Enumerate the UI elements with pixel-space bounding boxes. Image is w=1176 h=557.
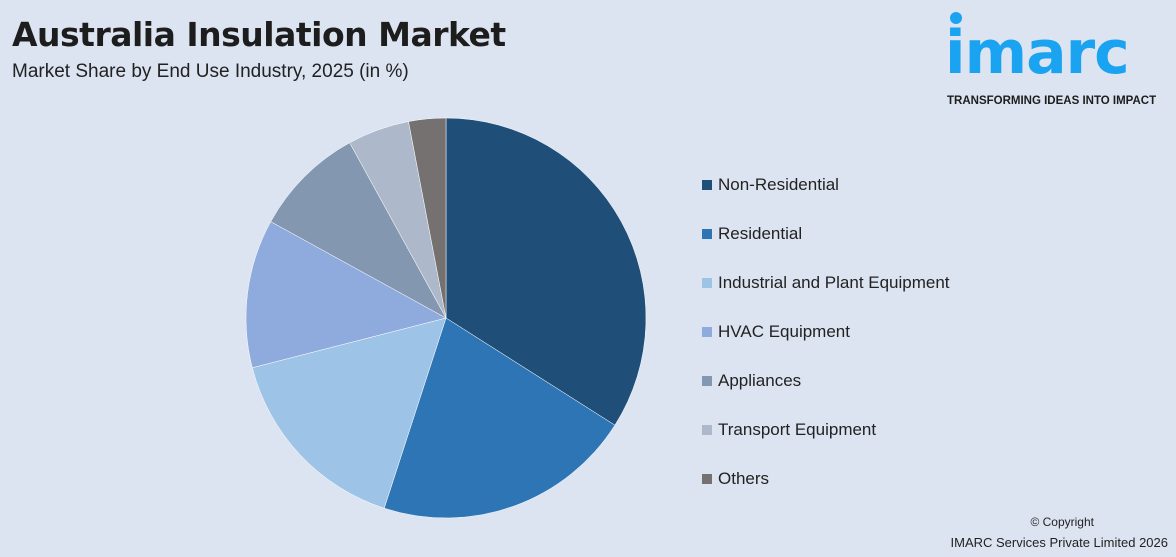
pie-slice-hvac-equipment — [245, 221, 447, 369]
logo-dot — [950, 12, 962, 24]
legend-swatch — [702, 375, 712, 386]
pie-slice-appliances — [270, 142, 447, 319]
copyright: © Copyright — [1030, 515, 1094, 529]
legend-item: Non-Residential — [702, 160, 950, 209]
legend-label: Transport Equipment — [718, 419, 877, 439]
legend-item: Appliances — [702, 356, 950, 405]
legend-item: HVAC Equipment — [702, 307, 950, 356]
logo-tagline: TRANSFORMING IDEAS INTO IMPACT — [947, 95, 1157, 107]
legend-item: Industrial and Plant Equipment — [702, 258, 950, 307]
legend-swatch — [702, 424, 712, 435]
pie-slice-industrial-and-plant-equipment — [251, 317, 447, 509]
legend-swatch — [702, 277, 712, 288]
imarc-logo: imarc TRANSFORMING IDEAS INTO IMPACT — [945, 8, 1170, 112]
legend-label: Industrial and Plant Equipment — [718, 272, 950, 292]
legend-item: Transport Equipment — [702, 405, 950, 454]
legend-item: Others — [702, 454, 950, 503]
legend-item: Residential — [702, 209, 950, 258]
pie-slice-non-residential — [445, 117, 647, 426]
legend-swatch — [702, 473, 712, 484]
legend-label: Residential — [718, 223, 803, 243]
legend-label: Appliances — [718, 370, 802, 390]
chart-title: Australia Insulation Market — [12, 15, 506, 54]
legend-label: Others — [718, 468, 770, 488]
legend-swatch — [702, 228, 712, 239]
legend-swatch — [702, 326, 712, 337]
legend-swatch — [702, 179, 712, 190]
company-credit: IMARC Services Private Limited 2026 — [950, 535, 1168, 550]
pie-slice-others — [408, 117, 447, 319]
chart-subtitle: Market Share by End Use Industry, 2025 (… — [12, 61, 409, 82]
pie-slice-residential — [383, 317, 616, 519]
legend: Non-Residential Residential Industrial a… — [702, 160, 950, 503]
legend-label: Non-Residential — [718, 174, 839, 194]
legend-label: HVAC Equipment — [718, 321, 850, 341]
logo-word: imarc — [945, 18, 1130, 88]
